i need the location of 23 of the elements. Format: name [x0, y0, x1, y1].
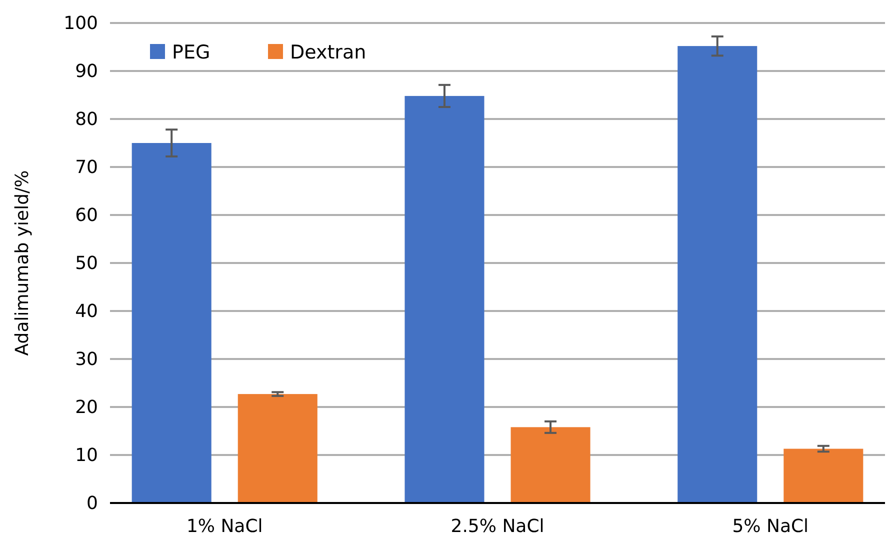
bar [678, 46, 758, 503]
x-tick-label: 1% NaCl [186, 516, 263, 537]
y-tick-label: 40 [75, 300, 98, 322]
y-tick-label: 50 [75, 252, 98, 274]
bar [238, 394, 318, 503]
y-tick-label: 60 [75, 204, 98, 226]
x-tick-label: 5% NaCl [732, 516, 809, 537]
y-axis-title: Adalimumab yield/% [12, 170, 33, 356]
bar [510, 427, 590, 503]
bar [404, 96, 484, 503]
legend-label: PEG [172, 42, 210, 64]
y-tick-label: 20 [75, 396, 98, 418]
y-tick-label: 10 [75, 444, 98, 466]
legend-label: Dextran [290, 42, 366, 64]
y-tick-label: 70 [75, 156, 98, 178]
bar [784, 448, 864, 503]
y-tick-label: 30 [75, 348, 98, 370]
bar [132, 143, 212, 503]
y-tick-label: 100 [64, 12, 98, 34]
y-tick-label: 0 [86, 492, 98, 514]
y-tick-label: 90 [75, 60, 98, 82]
y-tick-label: 80 [75, 108, 98, 130]
x-tick-label: 2.5% NaCl [450, 516, 544, 537]
